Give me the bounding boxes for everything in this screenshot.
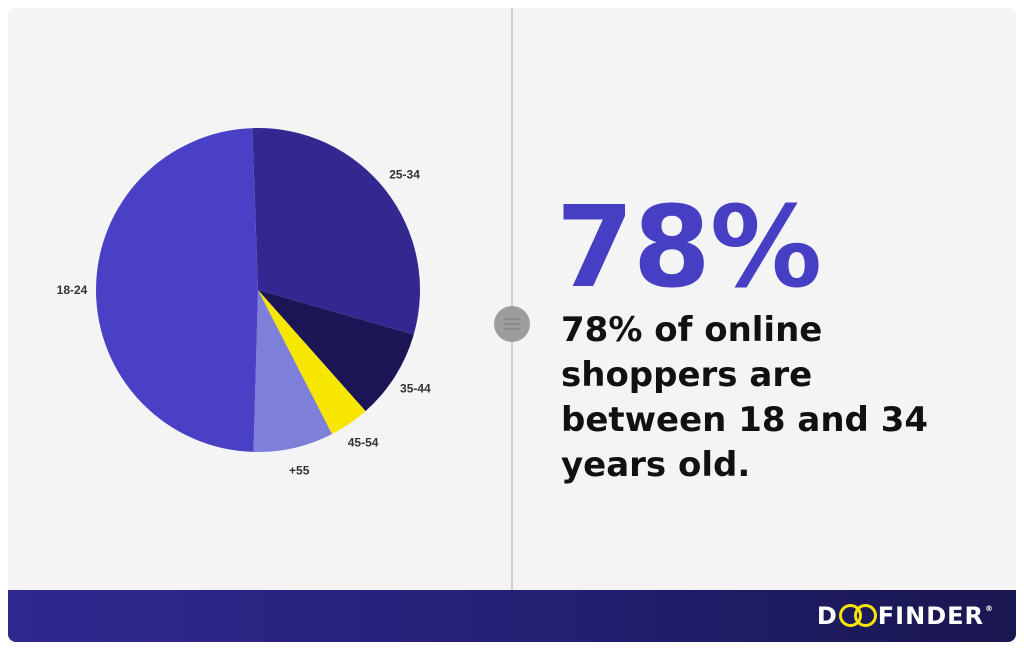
- pie-label-plus55: +55: [289, 464, 310, 478]
- logo-letters: FINDER: [877, 602, 984, 630]
- timeline-dot-icon: [494, 306, 530, 342]
- pie-slice-35-44: [258, 290, 414, 412]
- pie-label-25-34: 25-34: [389, 168, 420, 182]
- pie-labels: 25-34 35-44 45-54 +55 18-24: [57, 168, 431, 478]
- pie-label-18-24: 18-24: [57, 283, 88, 297]
- pie-chart: 25-34 35-44 45-54 +55 18-24: [57, 128, 431, 478]
- stat-description: 78% of online shoppers are between 18 an…: [561, 310, 929, 485]
- pie-label-45-54: 45-54: [348, 436, 379, 450]
- divider-line: [511, 8, 513, 590]
- pie-label-35-44: 35-44: [400, 381, 431, 395]
- pie-slice-plus55: [253, 290, 333, 452]
- pie-slices: [96, 128, 420, 452]
- pie-slice-18-24: [96, 128, 258, 452]
- footer-bar: D FINDER ®: [8, 590, 1016, 642]
- big-stat-value: 78%: [556, 183, 822, 313]
- logo-letter-d: D: [816, 602, 838, 630]
- doofinder-logo: D FINDER ®: [817, 601, 994, 631]
- logo-oo-icon: [838, 604, 877, 627]
- logo-registered-mark: ®: [985, 604, 994, 613]
- infographic-card: 25-34 35-44 45-54 +55 18-24 78% 78% of onlin…: [8, 8, 1016, 642]
- pie-slice-25-34: [252, 128, 420, 335]
- pie-slice-45-54: [258, 290, 366, 435]
